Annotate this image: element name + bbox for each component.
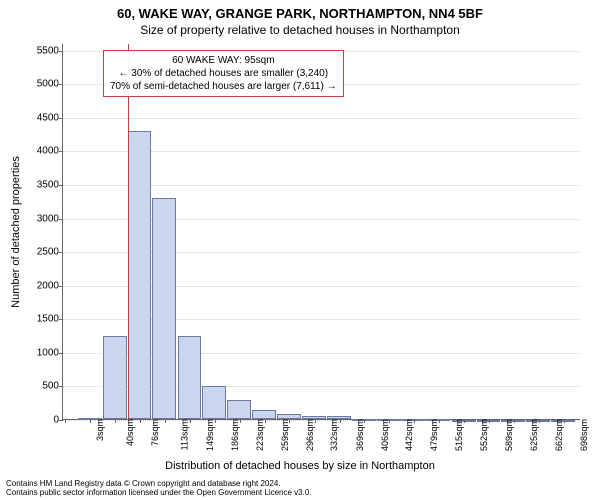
- x-tick-label: 332sqm: [325, 419, 339, 451]
- y-tick-mark: [59, 420, 63, 421]
- x-tick-mark: [364, 419, 365, 423]
- chart-title: 60, WAKE WAY, GRANGE PARK, NORTHAMPTON, …: [0, 0, 600, 21]
- callout-line-2: ← 30% of detached houses are smaller (3,…: [110, 67, 337, 80]
- footer-text: Contains HM Land Registry data © Crown c…: [6, 479, 312, 498]
- histogram-bar: [227, 400, 251, 419]
- x-tick-mark: [414, 419, 415, 423]
- x-tick-label: 76sqm: [146, 419, 160, 446]
- x-tick-mark: [489, 419, 490, 423]
- x-tick-label: 625sqm: [525, 419, 539, 451]
- y-tick-mark: [59, 185, 63, 186]
- y-tick-mark: [59, 286, 63, 287]
- property-marker-line: [128, 44, 129, 419]
- histogram-bar: [178, 336, 202, 419]
- x-axis-label: Distribution of detached houses by size …: [0, 460, 600, 472]
- x-tick-mark: [140, 419, 141, 423]
- x-tick-mark: [190, 419, 191, 423]
- y-tick-mark: [59, 319, 63, 320]
- y-axis-label: Number of detached properties: [10, 156, 22, 308]
- x-tick-mark: [389, 419, 390, 423]
- callout-line-3: 70% of semi-detached houses are larger (…: [110, 80, 337, 93]
- x-tick-label: 296sqm: [301, 419, 315, 451]
- y-tick-mark: [59, 84, 63, 85]
- chart-container: 60, WAKE WAY, GRANGE PARK, NORTHAMPTON, …: [0, 0, 600, 500]
- x-tick-mark: [115, 419, 116, 423]
- y-tick-mark: [59, 386, 63, 387]
- footer-line-2: Contains public sector information licen…: [6, 488, 312, 498]
- x-tick-label: 40sqm: [121, 419, 135, 446]
- y-tick-mark: [59, 51, 63, 52]
- x-tick-label: 406sqm: [376, 419, 390, 451]
- x-tick-mark: [65, 419, 66, 423]
- x-tick-label: 259sqm: [276, 419, 290, 451]
- x-tick-mark: [315, 419, 316, 423]
- histogram-bar: [202, 386, 226, 419]
- x-tick-mark: [340, 419, 341, 423]
- x-tick-label: 479sqm: [426, 419, 440, 451]
- x-tick-label: 442sqm: [400, 419, 414, 451]
- x-tick-label: 589sqm: [500, 419, 514, 451]
- x-tick-label: 662sqm: [550, 419, 564, 451]
- x-tick-mark: [564, 419, 565, 423]
- histogram-bar: [103, 336, 127, 419]
- y-tick-mark: [59, 151, 63, 152]
- x-tick-label: 186sqm: [226, 419, 240, 451]
- x-tick-label: 515sqm: [450, 419, 464, 451]
- histogram-bar: [128, 131, 152, 419]
- gridline: [63, 118, 580, 119]
- y-tick-mark: [59, 252, 63, 253]
- footer-line-1: Contains HM Land Registry data © Crown c…: [6, 479, 312, 489]
- x-tick-mark: [289, 419, 290, 423]
- histogram-bar: [152, 198, 176, 419]
- x-tick-mark: [439, 419, 440, 423]
- x-tick-mark: [215, 419, 216, 423]
- x-tick-label: 3sqm: [91, 419, 105, 441]
- x-tick-mark: [539, 419, 540, 423]
- y-tick-mark: [59, 118, 63, 119]
- callout-box: 60 WAKE WAY: 95sqm← 30% of detached hous…: [103, 50, 344, 97]
- x-tick-label: 369sqm: [351, 419, 365, 451]
- x-tick-mark: [165, 419, 166, 423]
- x-tick-mark: [464, 419, 465, 423]
- y-tick-mark: [59, 353, 63, 354]
- x-tick-label: 149sqm: [201, 419, 215, 451]
- x-tick-label: 113sqm: [175, 419, 189, 450]
- x-tick-mark: [240, 419, 241, 423]
- x-tick-mark: [514, 419, 515, 423]
- x-tick-label: 698sqm: [575, 419, 589, 451]
- histogram-bar: [252, 410, 276, 419]
- x-tick-mark: [90, 419, 91, 423]
- plot-wrap: 0500100015002000250030003500400045005000…: [62, 44, 580, 420]
- x-tick-mark: [265, 419, 266, 423]
- callout-line-1: 60 WAKE WAY: 95sqm: [110, 54, 337, 67]
- chart-subtitle: Size of property relative to detached ho…: [0, 21, 600, 37]
- plot-area: 0500100015002000250030003500400045005000…: [62, 44, 580, 420]
- x-tick-label: 552sqm: [475, 419, 489, 451]
- y-tick-mark: [59, 219, 63, 220]
- x-tick-label: 223sqm: [251, 419, 265, 451]
